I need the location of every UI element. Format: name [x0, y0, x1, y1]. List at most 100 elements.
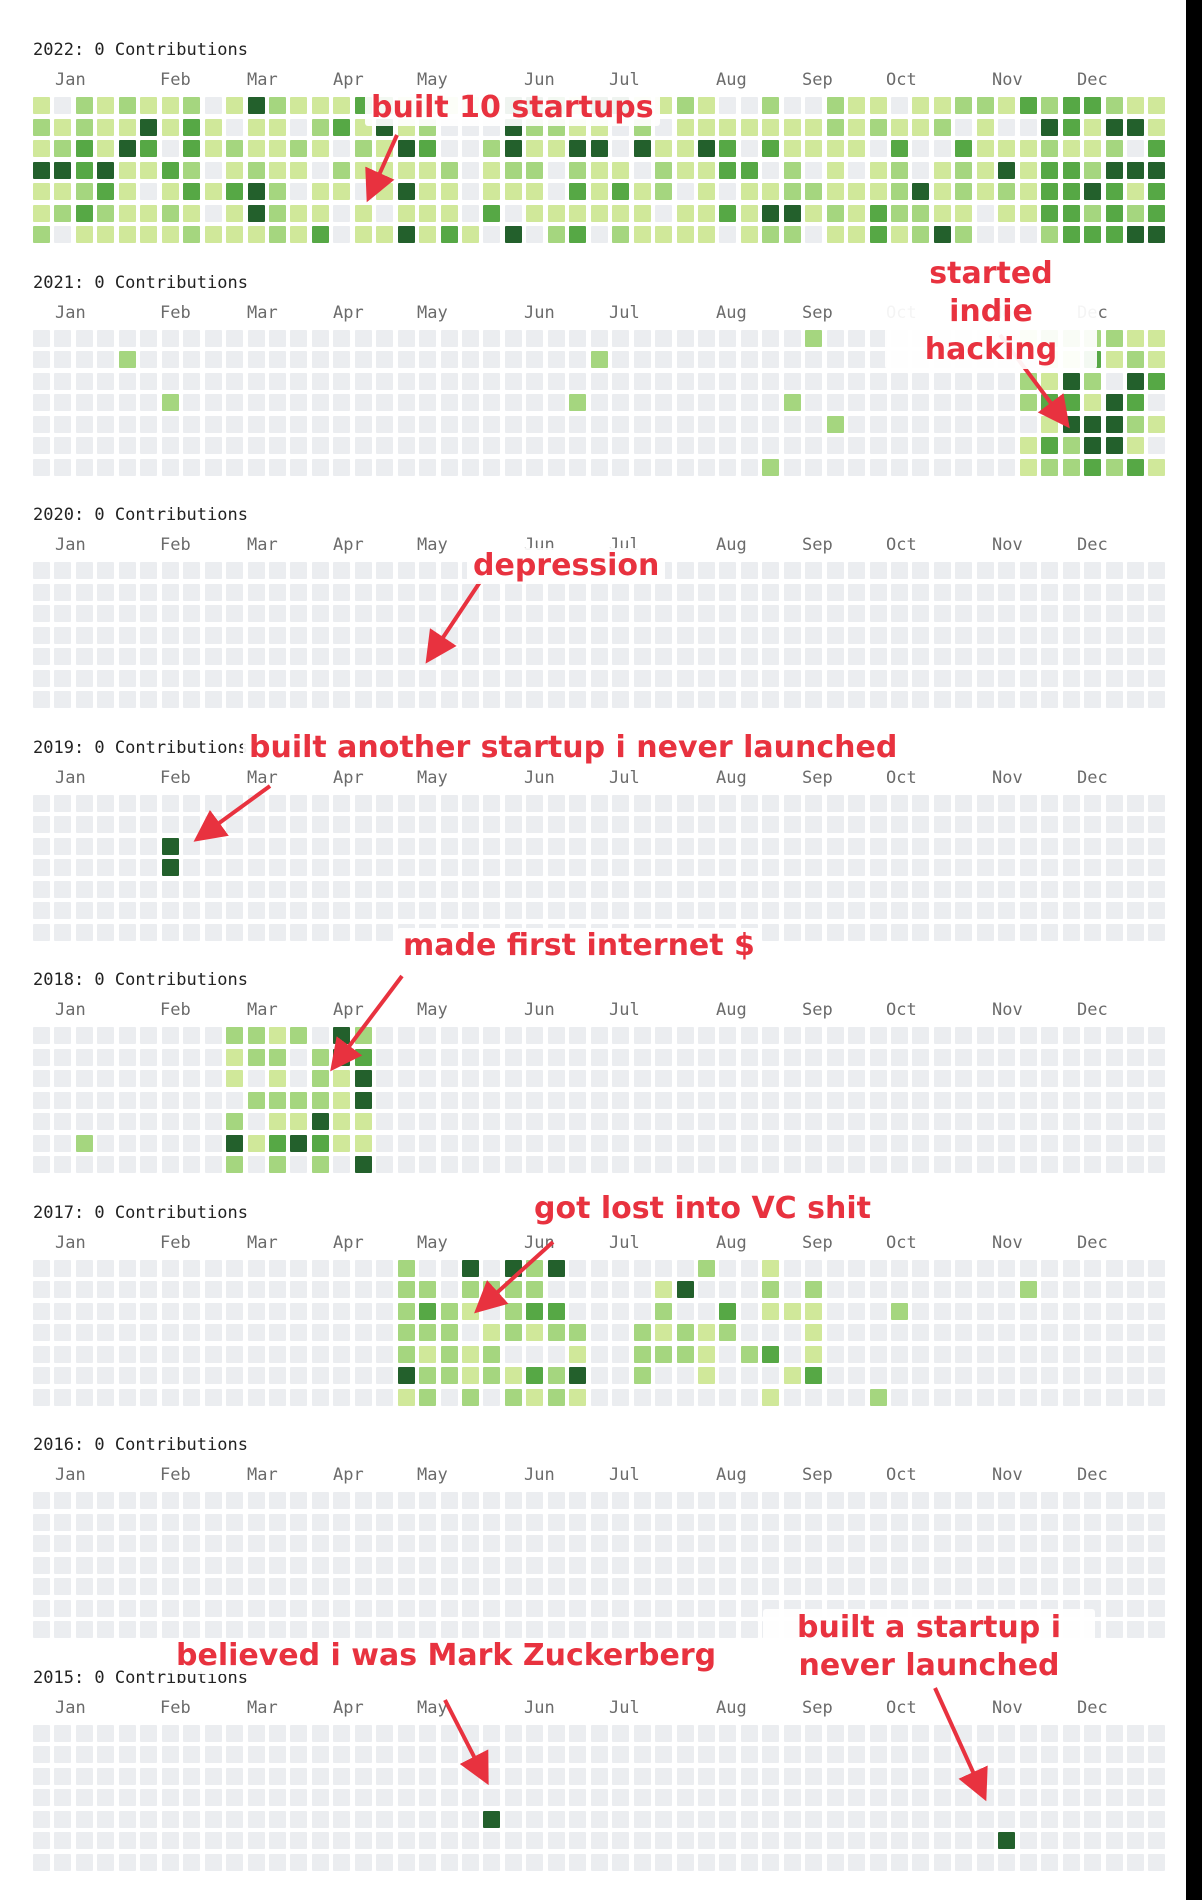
contribution-cell[interactable]	[290, 415, 308, 433]
contribution-cell[interactable]	[462, 140, 479, 157]
contribution-cell[interactable]	[719, 118, 737, 136]
contribution-cell[interactable]	[97, 140, 115, 157]
contribution-cell[interactable]	[1148, 97, 1166, 114]
contribution-cell[interactable]	[75, 351, 93, 368]
contribution-cell[interactable]	[140, 161, 158, 179]
contribution-cell[interactable]	[719, 183, 737, 200]
contribution-cell[interactable]	[891, 140, 908, 157]
contribution-cell[interactable]	[976, 118, 994, 136]
contribution-cell[interactable]	[590, 183, 608, 200]
contribution-cell[interactable]	[1062, 97, 1080, 114]
contribution-cell[interactable]	[183, 204, 201, 222]
contribution-cell[interactable]	[97, 351, 115, 368]
contribution-cell[interactable]	[140, 118, 158, 136]
contribution-cell[interactable]	[354, 415, 372, 433]
contribution-cell[interactable]	[226, 226, 244, 243]
contribution-cell[interactable]	[1126, 226, 1144, 243]
contribution-cell[interactable]	[247, 351, 265, 368]
contribution-cell[interactable]	[268, 372, 286, 390]
contribution-cell[interactable]	[33, 183, 50, 200]
contribution-cell[interactable]	[226, 437, 244, 454]
contribution-cell[interactable]	[805, 140, 823, 157]
contribution-cell[interactable]	[183, 226, 201, 243]
contribution-cell[interactable]	[976, 226, 994, 243]
contribution-cell[interactable]	[955, 183, 973, 200]
contribution-cell[interactable]	[311, 204, 329, 222]
contribution-cell[interactable]	[719, 97, 737, 114]
contribution-cell[interactable]	[290, 183, 308, 200]
contribution-cell[interactable]	[33, 204, 50, 222]
contribution-cell[interactable]	[762, 140, 780, 157]
contribution-cell[interactable]	[891, 183, 908, 200]
contribution-cell[interactable]	[54, 329, 72, 347]
contribution-cell[interactable]	[54, 415, 72, 433]
contribution-cell[interactable]	[805, 118, 823, 136]
contribution-cell[interactable]	[783, 97, 801, 114]
contribution-cell[interactable]	[140, 226, 158, 243]
contribution-cell[interactable]	[97, 372, 115, 390]
contribution-cell[interactable]	[1126, 140, 1144, 157]
contribution-cell[interactable]	[161, 351, 179, 368]
contribution-cell[interactable]	[75, 458, 93, 476]
contribution-cell[interactable]	[75, 183, 93, 200]
contribution-cell[interactable]	[183, 118, 201, 136]
contribution-cell[interactable]	[247, 329, 265, 347]
contribution-cell[interactable]	[33, 437, 50, 454]
contribution-cell[interactable]	[762, 97, 780, 114]
contribution-cell[interactable]	[226, 140, 244, 157]
contribution-cell[interactable]	[1041, 183, 1059, 200]
contribution-cell[interactable]	[1084, 140, 1102, 157]
contribution-cell[interactable]	[891, 226, 908, 243]
contribution-cell[interactable]	[397, 183, 415, 200]
contribution-cell[interactable]	[419, 161, 437, 179]
contribution-cell[interactable]	[697, 183, 715, 200]
contribution-cell[interactable]	[204, 372, 222, 390]
contribution-cell[interactable]	[526, 183, 544, 200]
contribution-cell[interactable]	[311, 437, 329, 454]
contribution-cell[interactable]	[183, 140, 201, 157]
contribution-cell[interactable]	[676, 97, 694, 114]
contribution-cell[interactable]	[75, 372, 93, 390]
contribution-cell[interactable]	[161, 140, 179, 157]
contribution-cell[interactable]	[118, 118, 136, 136]
contribution-cell[interactable]	[161, 204, 179, 222]
contribution-cell[interactable]	[118, 415, 136, 433]
contribution-cell[interactable]	[697, 226, 715, 243]
contribution-cell[interactable]	[161, 415, 179, 433]
contribution-cell[interactable]	[311, 415, 329, 433]
contribution-cell[interactable]	[183, 97, 201, 114]
contribution-cell[interactable]	[247, 118, 265, 136]
contribution-cell[interactable]	[140, 329, 158, 347]
contribution-cell[interactable]	[97, 118, 115, 136]
contribution-cell[interactable]	[118, 183, 136, 200]
contribution-cell[interactable]	[912, 97, 930, 114]
contribution-cell[interactable]	[1041, 97, 1059, 114]
contribution-cell[interactable]	[483, 226, 501, 243]
contribution-cell[interactable]	[912, 226, 930, 243]
contribution-cell[interactable]	[311, 226, 329, 243]
contribution-cell[interactable]	[762, 183, 780, 200]
contribution-cell[interactable]	[462, 161, 479, 179]
contribution-cell[interactable]	[311, 394, 329, 411]
contribution-cell[interactable]	[612, 183, 630, 200]
contribution-cell[interactable]	[97, 437, 115, 454]
contribution-cell[interactable]	[805, 183, 823, 200]
contribution-cell[interactable]	[1148, 204, 1166, 222]
contribution-cell[interactable]	[912, 140, 930, 157]
contribution-cell[interactable]	[333, 226, 351, 243]
contribution-cell[interactable]	[762, 204, 780, 222]
contribution-cell[interactable]	[1126, 97, 1144, 114]
contribution-cell[interactable]	[54, 372, 72, 390]
contribution-cell[interactable]	[1019, 97, 1037, 114]
contribution-cell[interactable]	[226, 118, 244, 136]
contribution-cell[interactable]	[590, 204, 608, 222]
contribution-cell[interactable]	[1126, 183, 1144, 200]
contribution-cell[interactable]	[612, 204, 630, 222]
contribution-cell[interactable]	[569, 204, 587, 222]
contribution-cell[interactable]	[290, 437, 308, 454]
contribution-cell[interactable]	[97, 394, 115, 411]
contribution-cell[interactable]	[290, 351, 308, 368]
contribution-cell[interactable]	[268, 415, 286, 433]
contribution-cell[interactable]	[333, 161, 351, 179]
contribution-cell[interactable]	[183, 415, 201, 433]
